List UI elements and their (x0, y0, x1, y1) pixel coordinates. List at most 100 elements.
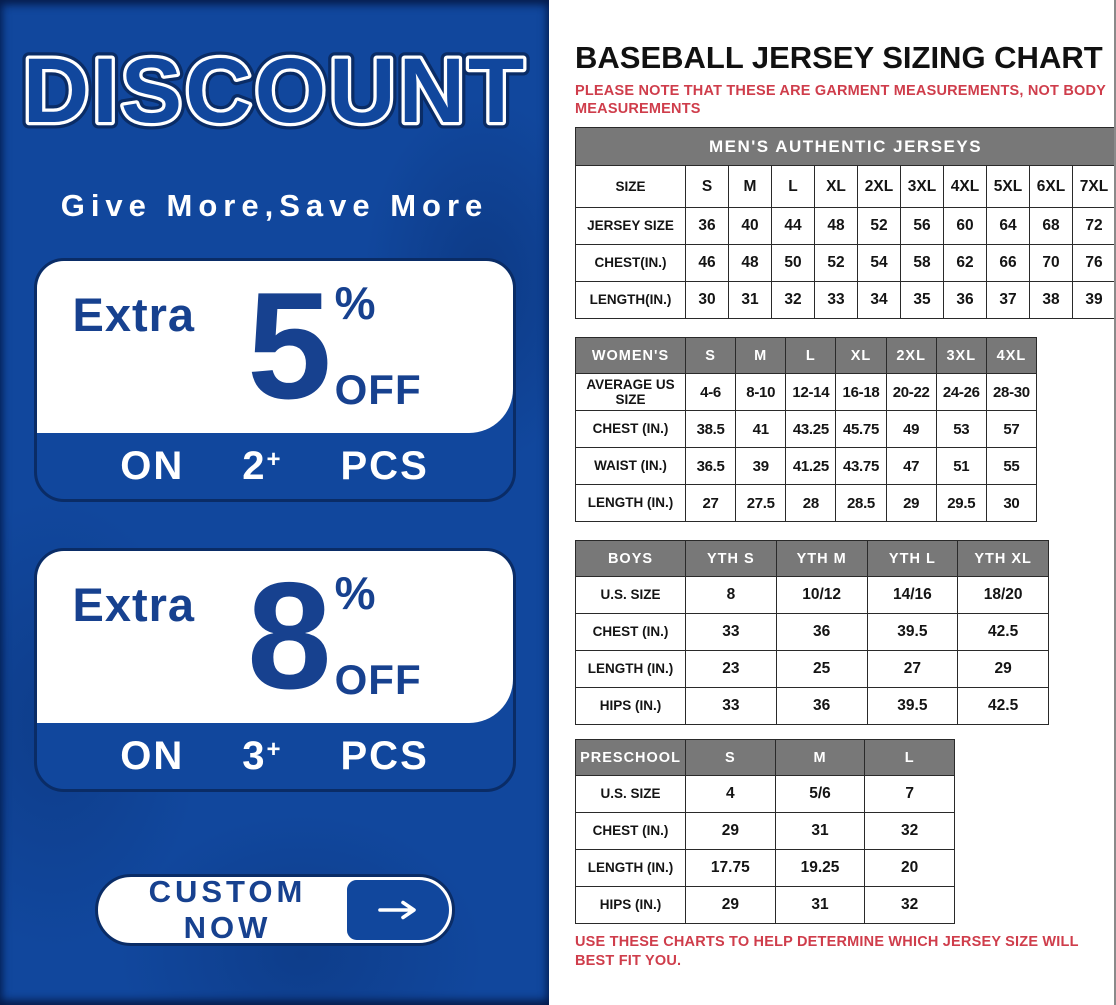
table-cell: 30 (985, 484, 1038, 523)
offer-condition-band: ON 3 + PCS (37, 723, 513, 789)
table-cell: 24-26 (935, 373, 987, 412)
womens-table-wrap: WOMEN'S S M L XL 2XL 3XL 4XL AVERAGE US SIZE 4-6 8… (575, 337, 1116, 523)
table-cell: 23 (685, 650, 777, 689)
discount-title-outline: DISCOUNT (22, 40, 526, 142)
table-cell: 38.5 (684, 410, 737, 449)
arrow-box (346, 880, 449, 940)
row-label: LENGTH(IN.) (575, 281, 686, 320)
table-cell: 27 (866, 650, 959, 689)
table-cell: 48 (728, 244, 772, 283)
table-cell: 4-6 (684, 373, 737, 412)
column-header: L (785, 337, 837, 375)
offer-prefix: Extra (72, 288, 196, 341)
table-row: WAIST (IN.) 36.5 39 41.25 43.75 47 51 55 (575, 447, 1038, 486)
table-cell: 3XL (900, 165, 944, 209)
table-cell: XL (814, 165, 858, 209)
custom-now-label: CUSTOM NOW (148, 874, 307, 945)
table-cell: 7XL (1072, 165, 1116, 209)
table-cell: 41.25 (785, 447, 837, 486)
sizing-chart-panel: BASEBALL JERSEY SIZING CHART PLEASE NOTE… (549, 0, 1116, 1005)
table-cell: 34 (857, 281, 901, 320)
custom-now-button[interactable]: CUSTOM NOW (94, 874, 455, 946)
table-row: HIPS (IN.) 33 36 39.5 42.5 (575, 687, 1049, 726)
table-cell: 52 (857, 207, 901, 246)
row-label: WAIST (IN.) (575, 447, 686, 486)
table-cell: 32 (864, 886, 955, 925)
table-cell: 55 (985, 447, 1038, 486)
offer-card-5-percent: Extra 5 % OFF ON 2 + PCS (33, 258, 516, 502)
table-row: CHEST (IN.) 33 36 39.5 42.5 (575, 613, 1049, 652)
table-cell: 35 (900, 281, 944, 320)
column-header: 4XL (985, 337, 1038, 375)
discount-title-text: DISCOUNT (22, 40, 526, 142)
table-cell: 32 (771, 281, 815, 320)
table-cell: 33 (685, 687, 777, 726)
table-cell: 5/6 (774, 775, 866, 814)
table-cell: 28-30 (985, 373, 1038, 412)
column-header: 3XL (935, 337, 987, 375)
table-cell: 29 (685, 812, 776, 851)
table-cell: 39 (735, 447, 787, 486)
table-corner-header: PRESCHOOL (575, 739, 686, 777)
table-cell: 49 (885, 410, 937, 449)
table-row: AVERAGE US SIZE 4-6 8-10 12-14 16-18 20-22 24-… (575, 373, 1038, 412)
sizing-table-mens: MEN'S AUTHENTIC JERSEYS SIZE S M L XL 2XL 3XL 4X… (575, 127, 1116, 320)
table-cell: 45.75 (835, 410, 887, 449)
row-label: CHEST(IN.) (575, 244, 686, 283)
table-cell: 58 (900, 244, 944, 283)
table-cell: 29 (885, 484, 937, 523)
column-header: S (684, 337, 737, 375)
table-cell: 38 (1029, 281, 1073, 320)
table-cell: 20 (864, 849, 955, 888)
table-cell: 44 (771, 207, 815, 246)
table-row: CHEST(IN.) 46 48 50 52 54 58 62 66 70 76 (575, 244, 1116, 283)
table-cell: 5XL (986, 165, 1030, 209)
discount-banner: DISCOUNT DISCOUNT Give More,Save More Ex… (0, 0, 549, 1005)
table-cell: 29 (685, 886, 776, 925)
row-label: CHEST (IN.) (575, 410, 686, 449)
table-cell: 40 (728, 207, 772, 246)
table-cell: 29 (957, 650, 1049, 689)
row-label: CHEST (IN.) (575, 812, 686, 851)
table-cell: 6XL (1029, 165, 1073, 209)
table-banner: MEN'S AUTHENTIC JERSEYS (575, 127, 1116, 167)
column-header: XL (835, 337, 887, 375)
column-header: 2XL (885, 337, 937, 375)
table-row: HIPS (IN.) 29 31 32 (575, 886, 955, 925)
table-cell: 43.25 (785, 410, 837, 449)
table-row: LENGTH (IN.) 27 27.5 28 28.5 29 29.5 30 (575, 484, 1038, 523)
table-cell: 62 (943, 244, 987, 283)
table-cell: 31 (774, 812, 866, 851)
table-cell: 31 (728, 281, 772, 320)
table-cell: 12-14 (785, 373, 837, 412)
table-cell: 16-18 (835, 373, 887, 412)
table-cell: 33 (814, 281, 858, 320)
table-cell: 52 (814, 244, 858, 283)
row-label: AVERAGE US SIZE (575, 373, 686, 412)
right-arrow-icon (377, 900, 416, 920)
column-header: M (774, 739, 866, 777)
table-cell: 30 (685, 281, 729, 320)
off-label: OFF (334, 366, 422, 413)
offer-condition-band: ON 2 + PCS (37, 433, 513, 499)
table-cell: 46 (685, 244, 729, 283)
table-cell: 47 (885, 447, 937, 486)
table-row: LENGTH (IN.) 23 25 27 29 (575, 650, 1049, 689)
pcs-label: PCS (340, 733, 429, 778)
sizing-table-womens: WOMEN'S S M L XL 2XL 3XL 4XL AVERAGE US SIZE 4-6 8… (575, 337, 1038, 523)
table-cell: 43.75 (835, 447, 887, 486)
fit-note: USE THESE CHARTS TO HELP DETERMINE WHICH… (575, 934, 1079, 970)
table-cell: 39 (1072, 281, 1116, 320)
row-label: HIPS (IN.) (575, 886, 686, 925)
table-cell: 7 (864, 775, 955, 814)
boys-table-wrap: BOYS YTH S YTH M YTH L YTH XL U.S. SIZE 8 10/12… (575, 540, 1116, 726)
table-row: LENGTH (IN.) 17.75 19.25 20 (575, 849, 955, 888)
table-cell: 60 (943, 207, 987, 246)
table-row: CHEST (IN.) 29 31 32 (575, 812, 955, 851)
column-header: YTH S (685, 540, 777, 578)
row-label: SIZE (575, 165, 686, 209)
offer-card-body: Extra 8 % OFF (36, 551, 513, 723)
table-cell: M (728, 165, 772, 209)
table-cell: 72 (1072, 207, 1116, 246)
table-cell: 57 (985, 410, 1038, 449)
